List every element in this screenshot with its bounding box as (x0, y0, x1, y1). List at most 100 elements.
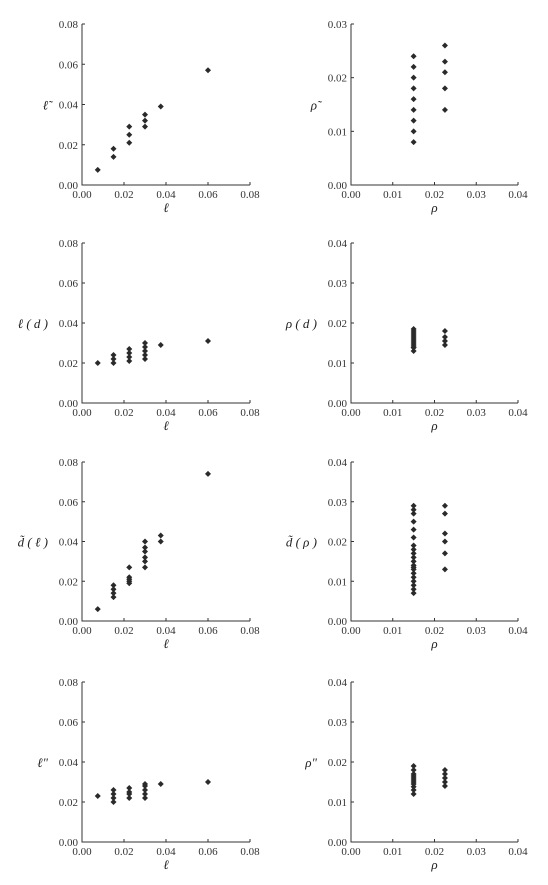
y-tick-label: 0.03 (328, 497, 348, 509)
data-point (410, 63, 417, 70)
data-point (110, 594, 117, 601)
data-point (126, 358, 133, 364)
scatter-panel-6: 0.00 0.01 0.02 0.03 0.04 0.00 0.01 0.02 0.03 0.04… (286, 457, 528, 651)
x-tick-label: 0.08 (240, 846, 260, 858)
data-point (410, 326, 417, 332)
data-point (410, 767, 417, 773)
x-axis-label: ℓ (163, 636, 169, 651)
y-tick-label: 0.00 (59, 180, 79, 192)
data-point (410, 53, 417, 60)
y-tick-label: 0.06 (59, 497, 79, 509)
y-tick-label: 0.04 (328, 677, 348, 689)
data-point (441, 783, 448, 789)
y-axis-label: ℓ̃ (43, 98, 54, 113)
x-tick-label: 0.01 (383, 846, 402, 858)
y-tick-label: 0.04 (59, 100, 79, 112)
x-axis-label: ρ (430, 418, 437, 433)
data-point (410, 128, 417, 135)
y-tick-label: 0.03 (328, 19, 348, 31)
x-tick-label: 0.02 (114, 846, 133, 858)
x-tick-label: 0.06 (198, 189, 218, 201)
data-point (94, 360, 101, 366)
x-tick-label: 0.03 (467, 625, 487, 637)
data-point (126, 795, 133, 801)
data-point (441, 775, 448, 781)
data-point (410, 344, 417, 350)
data-point (410, 96, 417, 103)
y-tick-label: 0.00 (328, 616, 348, 628)
data-point (157, 538, 164, 545)
data-point (410, 771, 417, 777)
x-tick-label: 0.04 (508, 625, 528, 637)
x-tick-label: 0.03 (467, 189, 487, 201)
x-tick-label: 0.00 (72, 189, 92, 201)
x-tick-label: 0.00 (341, 846, 361, 858)
y-tick-label: 0.06 (59, 278, 79, 290)
y-tick-label: 0.02 (59, 358, 78, 370)
data-point (441, 530, 448, 537)
axis-lines (81, 24, 250, 186)
axis-lines (81, 682, 250, 843)
x-tick-label: 0.06 (198, 625, 218, 637)
y-tick-label: 0.00 (59, 398, 79, 410)
data-point (441, 85, 448, 92)
data-point (410, 570, 417, 577)
x-tick-label: 0.04 (156, 407, 176, 419)
data-point (126, 564, 133, 571)
data-point (126, 354, 133, 360)
y-tick-label: 0.00 (59, 837, 79, 849)
x-axis-label: ρ (430, 200, 437, 215)
x-tick-label: 0.00 (341, 189, 361, 201)
data-point (441, 538, 448, 545)
data-point (441, 338, 448, 344)
data-point (94, 606, 101, 613)
y-axis-label: ρ̃ (310, 98, 323, 113)
x-axis-label: ρ (430, 857, 437, 872)
data-point (410, 558, 417, 565)
data-point (410, 550, 417, 557)
x-tick-label: 0.01 (383, 407, 402, 419)
data-point (110, 586, 117, 593)
data-point (94, 793, 101, 799)
y-tick-label: 0.02 (328, 318, 347, 330)
scatter-panel-4: 0.00 0.01 0.02 0.03 0.04 0.00 0.01 0.02 0.03 0.04… (285, 238, 528, 433)
data-point (410, 139, 417, 146)
data-point (410, 106, 417, 113)
scatter-panel-2: 0.00 0.01 0.02 0.03 0.04 0.00 0.01 0.02 0.03 ρ ρ̃ (310, 19, 528, 215)
data-point (142, 564, 148, 571)
data-point (126, 574, 133, 581)
x-tick-label: 0.01 (383, 189, 402, 201)
data-point (157, 103, 164, 110)
data-point (142, 548, 148, 555)
data-point (142, 538, 148, 545)
data-point (142, 781, 148, 787)
y-tick-label: 0.08 (59, 677, 79, 689)
axis-lines (81, 462, 250, 622)
x-axis-label: ρ (430, 636, 437, 651)
data-point (126, 131, 133, 138)
data-point (142, 344, 148, 350)
data-point (142, 795, 148, 801)
data-point (410, 117, 417, 124)
data-point (110, 795, 117, 801)
y-axis-label: d̃ ( ρ ) (286, 535, 317, 550)
y-axis-label: ρ" (304, 755, 317, 770)
x-tick-label: 0.02 (425, 189, 444, 201)
x-tick-label: 0.04 (156, 625, 176, 637)
data-point (441, 328, 448, 334)
data-point (410, 542, 417, 549)
x-tick-label: 0.04 (156, 846, 176, 858)
data-point (126, 350, 133, 356)
data-point (410, 586, 417, 593)
data-point (410, 502, 417, 509)
y-tick-label: 0.01 (328, 576, 347, 588)
data-point (142, 340, 148, 346)
data-point (410, 518, 417, 525)
data-point (441, 510, 448, 517)
x-tick-label: 0.04 (156, 189, 176, 201)
y-tick-label: 0.08 (59, 19, 79, 31)
data-point (441, 550, 448, 557)
data-point (410, 554, 417, 561)
y-tick-label: 0.08 (59, 457, 79, 469)
